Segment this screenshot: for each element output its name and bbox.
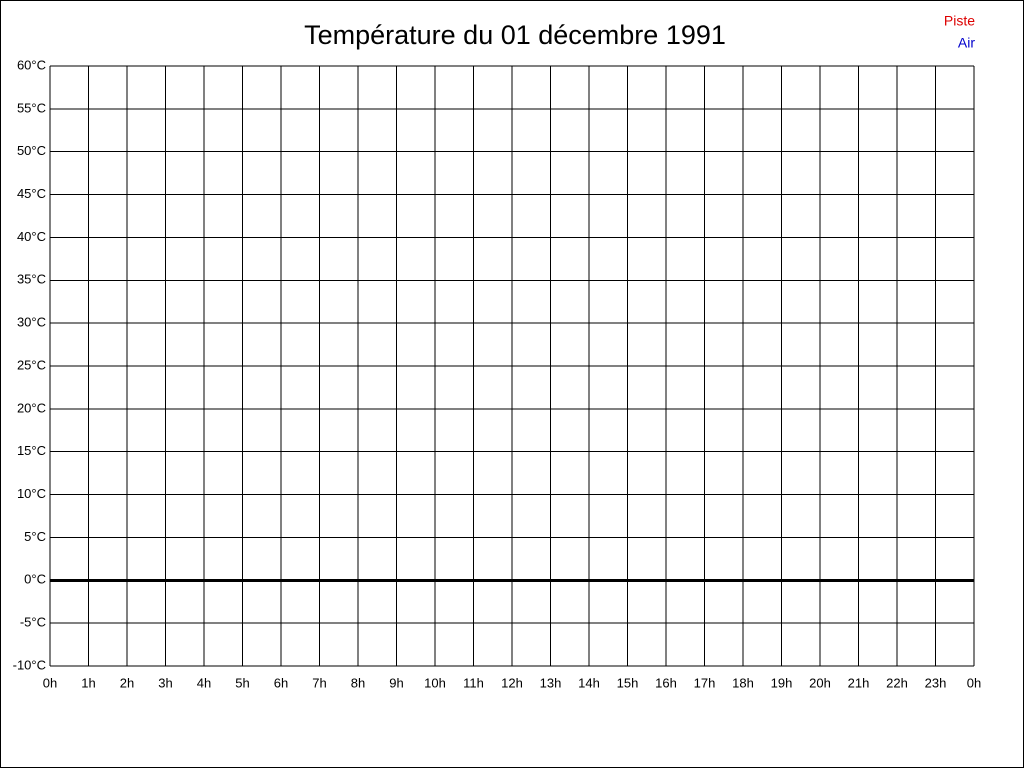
y-tick-label: 20°C	[17, 400, 46, 415]
x-tick-label: 7h	[312, 675, 326, 690]
x-tick-label: 14h	[578, 675, 600, 690]
x-tick-label: 17h	[694, 675, 716, 690]
y-tick-label: 40°C	[17, 229, 46, 244]
x-tick-label: 3h	[158, 675, 172, 690]
x-tick-label: 10h	[424, 675, 446, 690]
x-tick-label: 18h	[732, 675, 754, 690]
x-tick-label: 22h	[886, 675, 908, 690]
legend-label: Piste	[944, 13, 975, 29]
x-tick-label: 23h	[925, 675, 947, 690]
x-tick-label: 16h	[655, 675, 677, 690]
y-tick-label: -5°C	[20, 615, 46, 630]
x-tick-label: 5h	[235, 675, 249, 690]
x-tick-label: 21h	[848, 675, 870, 690]
y-tick-label: 45°C	[17, 186, 46, 201]
x-tick-label: 1h	[81, 675, 95, 690]
y-tick-label: -10°C	[13, 657, 46, 672]
y-tick-label: 25°C	[17, 357, 46, 372]
y-tick-label: 15°C	[17, 443, 46, 458]
y-tick-label: 30°C	[17, 315, 46, 330]
x-tick-label: 15h	[617, 675, 639, 690]
x-tick-label: 20h	[809, 675, 831, 690]
x-tick-label: 11h	[463, 675, 484, 690]
x-tick-label: 6h	[274, 675, 288, 690]
y-tick-label: 10°C	[17, 486, 46, 501]
x-tick-label: 12h	[501, 675, 523, 690]
x-tick-label: 0h	[43, 675, 57, 690]
y-tick-label: 60°C	[17, 57, 46, 72]
x-tick-label: 8h	[351, 675, 365, 690]
y-tick-label: 35°C	[17, 272, 46, 287]
chart-title: Température du 01 décembre 1991	[304, 20, 726, 50]
x-tick-label: 4h	[197, 675, 211, 690]
x-tick-label: 2h	[120, 675, 134, 690]
y-tick-label: 5°C	[24, 529, 46, 544]
y-tick-label: 50°C	[17, 143, 46, 158]
x-tick-label: 0h	[967, 675, 981, 690]
x-tick-label: 19h	[771, 675, 793, 690]
legend-label: Air	[958, 35, 975, 51]
y-tick-label: 55°C	[17, 100, 46, 115]
x-tick-label: 13h	[540, 675, 562, 690]
x-tick-label: 9h	[389, 675, 403, 690]
y-tick-label: 0°C	[24, 572, 46, 587]
